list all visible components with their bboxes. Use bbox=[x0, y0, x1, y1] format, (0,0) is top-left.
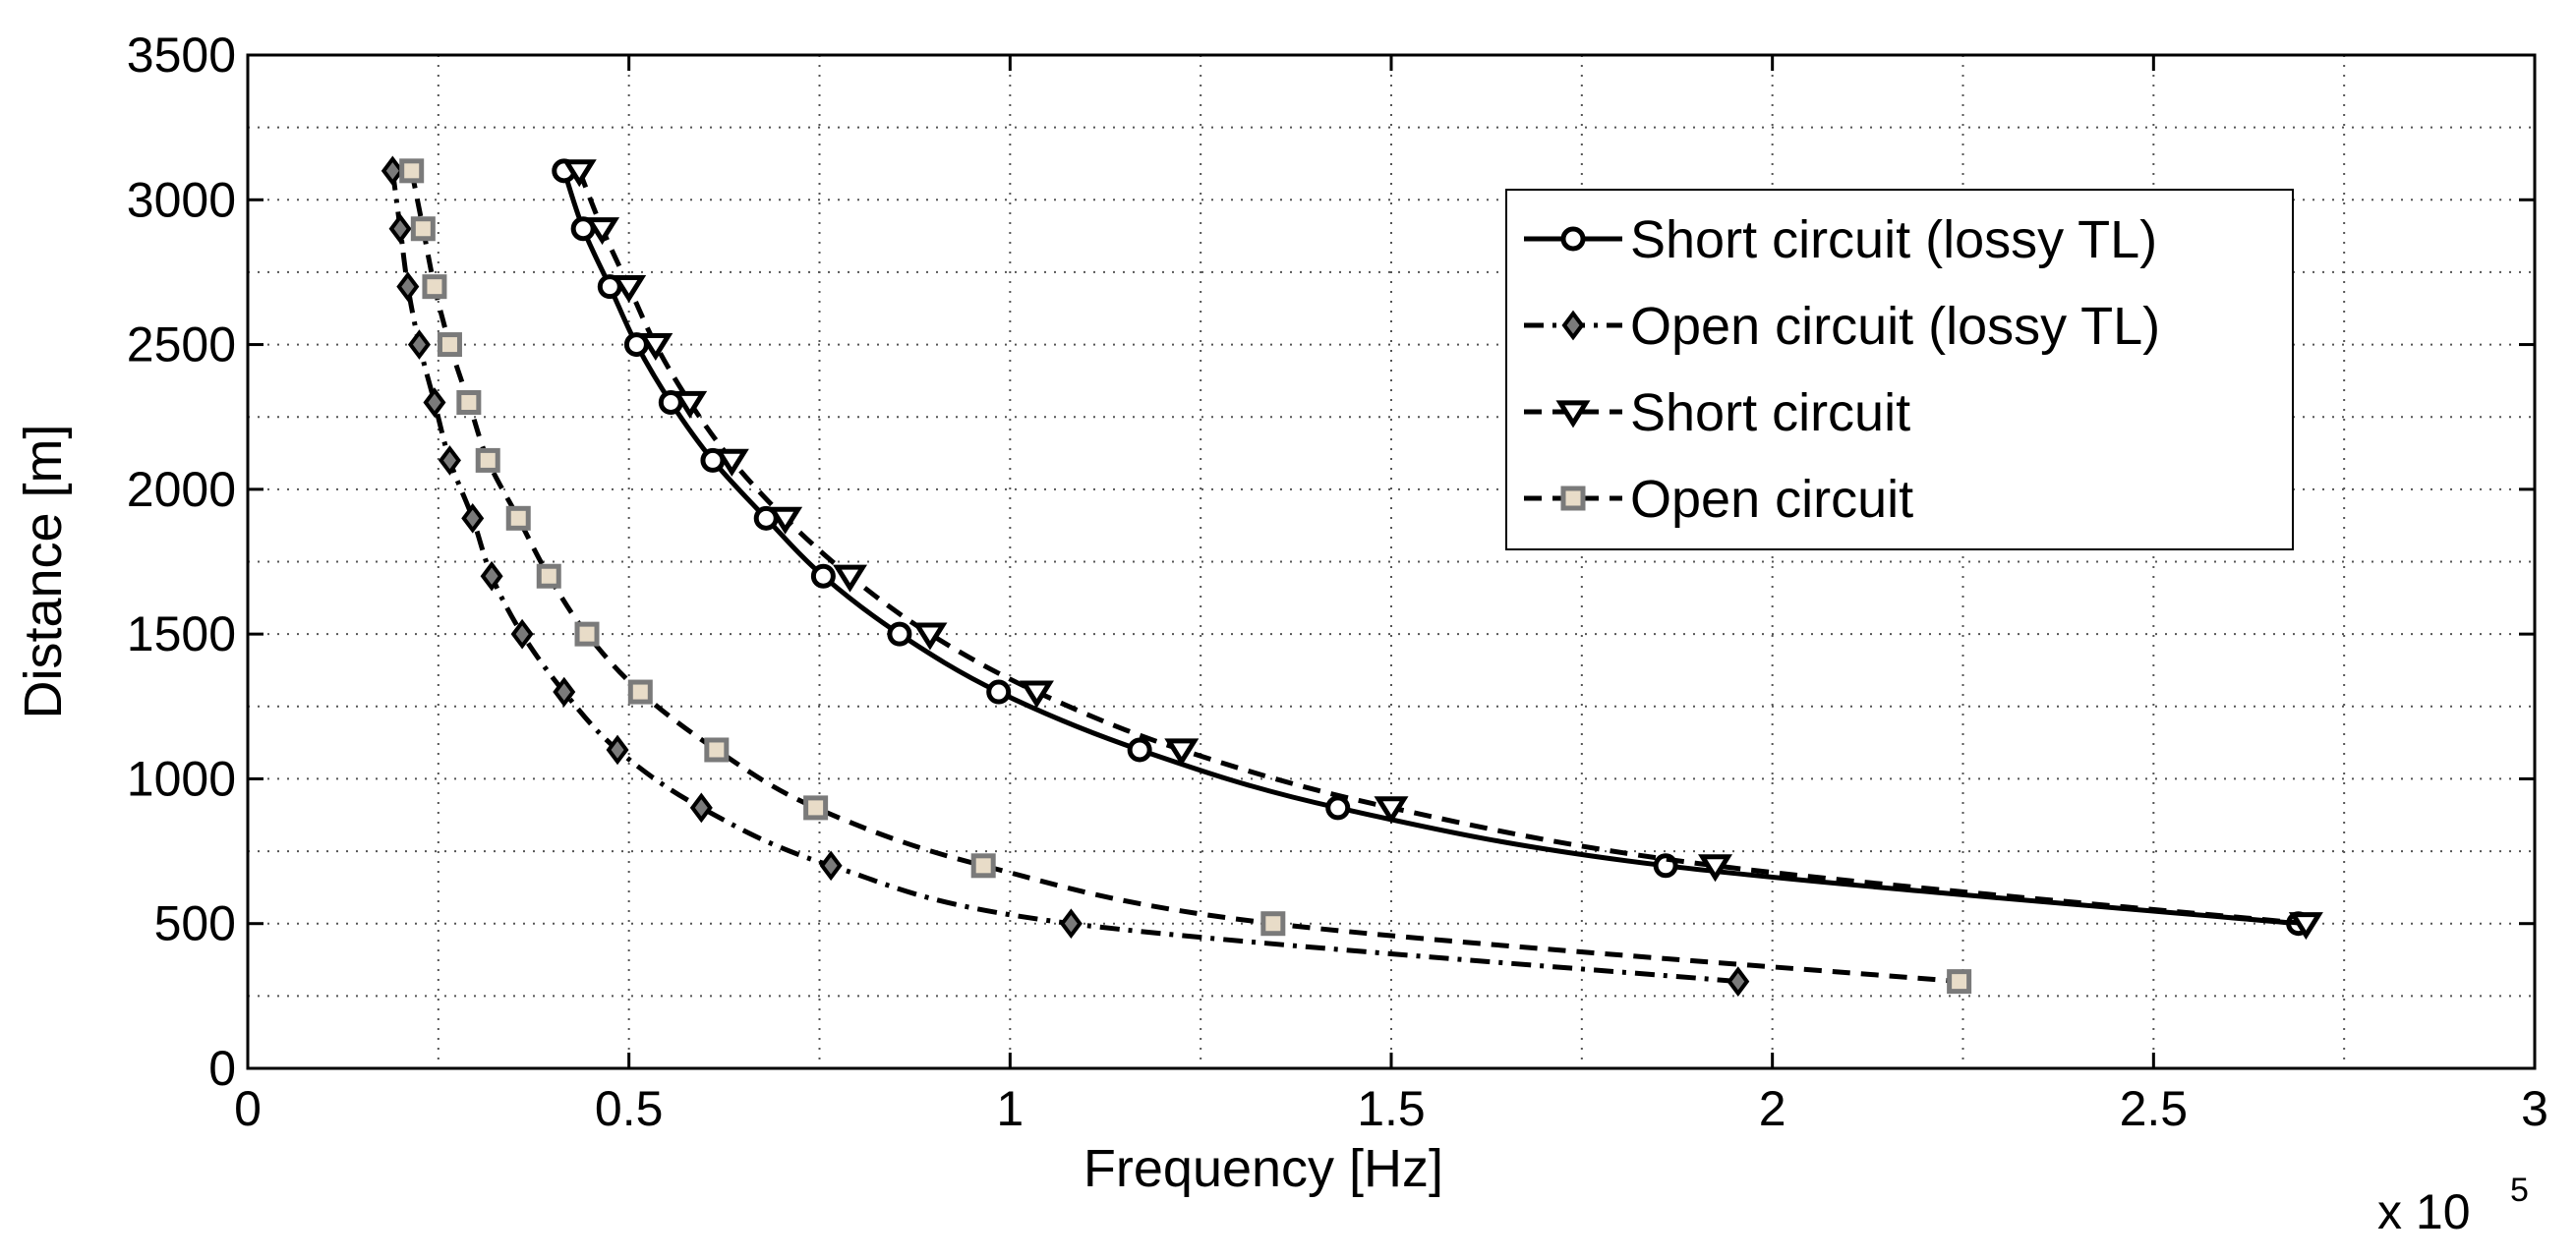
x-tick-label: 3 bbox=[2521, 1081, 2548, 1136]
legend-label: Short circuit bbox=[1630, 383, 1910, 442]
marker-square bbox=[505, 505, 531, 531]
marker-square bbox=[399, 158, 425, 184]
series-3 bbox=[561, 159, 2323, 941]
legend-item: Open circuit bbox=[1524, 470, 1913, 529]
legend-label: Open circuit bbox=[1630, 470, 1913, 529]
marker-square bbox=[574, 621, 600, 647]
marker-triangle-down bbox=[612, 275, 647, 304]
marker-triangle-down bbox=[912, 622, 948, 651]
marker-triangle-down bbox=[561, 159, 597, 188]
marker-diamond bbox=[1561, 310, 1585, 341]
marker-circle bbox=[810, 563, 836, 589]
marker-diamond bbox=[407, 329, 431, 360]
marker-triangle-down bbox=[673, 390, 708, 419]
marker-diamond bbox=[388, 213, 412, 245]
marker-square bbox=[437, 332, 462, 358]
x-multiplier-base: x 10 bbox=[2377, 1184, 2471, 1239]
marker-triangle-down bbox=[585, 217, 620, 246]
x-tick-label: 0.5 bbox=[595, 1081, 664, 1136]
x-tick-label: 2 bbox=[1759, 1081, 1786, 1136]
marker-triangle-down bbox=[1698, 854, 1733, 883]
y-tick-label: 2500 bbox=[127, 317, 236, 372]
marker-square bbox=[803, 795, 829, 821]
marker-square bbox=[475, 447, 500, 473]
marker-diamond bbox=[423, 387, 446, 418]
marker-triangle-down bbox=[714, 448, 749, 477]
x-tick-label: 2.5 bbox=[2120, 1081, 2189, 1136]
marker-diamond bbox=[1059, 908, 1083, 940]
marker-triangle-down bbox=[768, 506, 803, 535]
y-tick-label: 3000 bbox=[127, 172, 236, 227]
marker-diamond bbox=[438, 445, 461, 476]
y-tick-label: 1000 bbox=[127, 751, 236, 806]
x-axis-multiplier: x 10 5 bbox=[2377, 1172, 2529, 1239]
y-tick-label: 2000 bbox=[127, 462, 236, 517]
marker-square bbox=[970, 853, 996, 879]
y-tick-label: 3500 bbox=[127, 28, 236, 83]
marker-diamond bbox=[689, 792, 713, 824]
marker-circle bbox=[1325, 795, 1351, 821]
legend-item: Open circuit (lossy TL) bbox=[1524, 297, 2160, 356]
legend-box bbox=[1505, 189, 2294, 550]
marker-triangle-down bbox=[638, 332, 673, 361]
marker-diamond bbox=[606, 734, 629, 766]
marker-diamond bbox=[461, 502, 485, 534]
marker-square bbox=[456, 389, 482, 415]
x-axis-label: Frequency [Hz] bbox=[1083, 1139, 1443, 1198]
marker-diamond bbox=[480, 560, 503, 592]
series-2 bbox=[381, 155, 1750, 997]
y-axis-label: Distance [m] bbox=[14, 424, 73, 718]
marker-triangle-down bbox=[2288, 912, 2323, 941]
marker-diamond bbox=[510, 618, 534, 650]
marker-square bbox=[410, 216, 436, 242]
legend-item: Short circuit bbox=[1524, 383, 1910, 442]
marker-diamond bbox=[553, 676, 576, 708]
marker-square bbox=[1560, 486, 1586, 511]
x-tick-label: 1.5 bbox=[1357, 1081, 1426, 1136]
marker-circle bbox=[1127, 737, 1152, 763]
marker-circle bbox=[887, 621, 912, 647]
marker-triangle-down bbox=[1019, 680, 1054, 709]
marker-triangle-down bbox=[1164, 738, 1200, 767]
marker-square bbox=[627, 679, 653, 705]
marker-triangle-down bbox=[1374, 796, 1409, 825]
marker-square bbox=[536, 563, 561, 589]
marker-diamond bbox=[819, 850, 843, 882]
marker-square bbox=[422, 274, 447, 300]
legend: Short circuit (lossy TL) Open circuit (lo… bbox=[1505, 189, 2294, 550]
marker-square bbox=[1260, 911, 1286, 937]
x-tick-label: 1 bbox=[996, 1081, 1024, 1136]
y-tick-label: 1500 bbox=[127, 606, 236, 661]
y-tick-label: 0 bbox=[208, 1041, 236, 1096]
marker-diamond bbox=[381, 155, 404, 187]
marker-triangle-down bbox=[833, 564, 868, 593]
y-tick-label: 500 bbox=[154, 896, 236, 951]
series-group bbox=[381, 155, 2323, 997]
legend-label: Open circuit (lossy TL) bbox=[1630, 297, 2160, 356]
marker-square bbox=[1947, 969, 1972, 995]
marker-circle bbox=[986, 679, 1012, 705]
marker-circle bbox=[1560, 226, 1586, 252]
legend-label: Short circuit (lossy TL) bbox=[1630, 210, 2157, 269]
legend-item: Short circuit (lossy TL) bbox=[1524, 210, 2157, 269]
marker-diamond bbox=[396, 271, 420, 302]
x-multiplier-exponent: 5 bbox=[2510, 1172, 2529, 1209]
marker-square bbox=[704, 737, 730, 763]
axis-ticks: 0 0.5 1 1.5 2 2.5 3 0 500 1000 1500 2000 2500 3000 350… bbox=[127, 28, 2548, 1136]
legend-items: Short circuit (lossy TL) Open circuit (lo… bbox=[1524, 210, 2160, 529]
marker-diamond bbox=[1727, 966, 1750, 997]
x-tick-label: 0 bbox=[234, 1081, 262, 1136]
marker-triangle-down bbox=[1555, 400, 1591, 429]
series-4 bbox=[399, 158, 1972, 995]
